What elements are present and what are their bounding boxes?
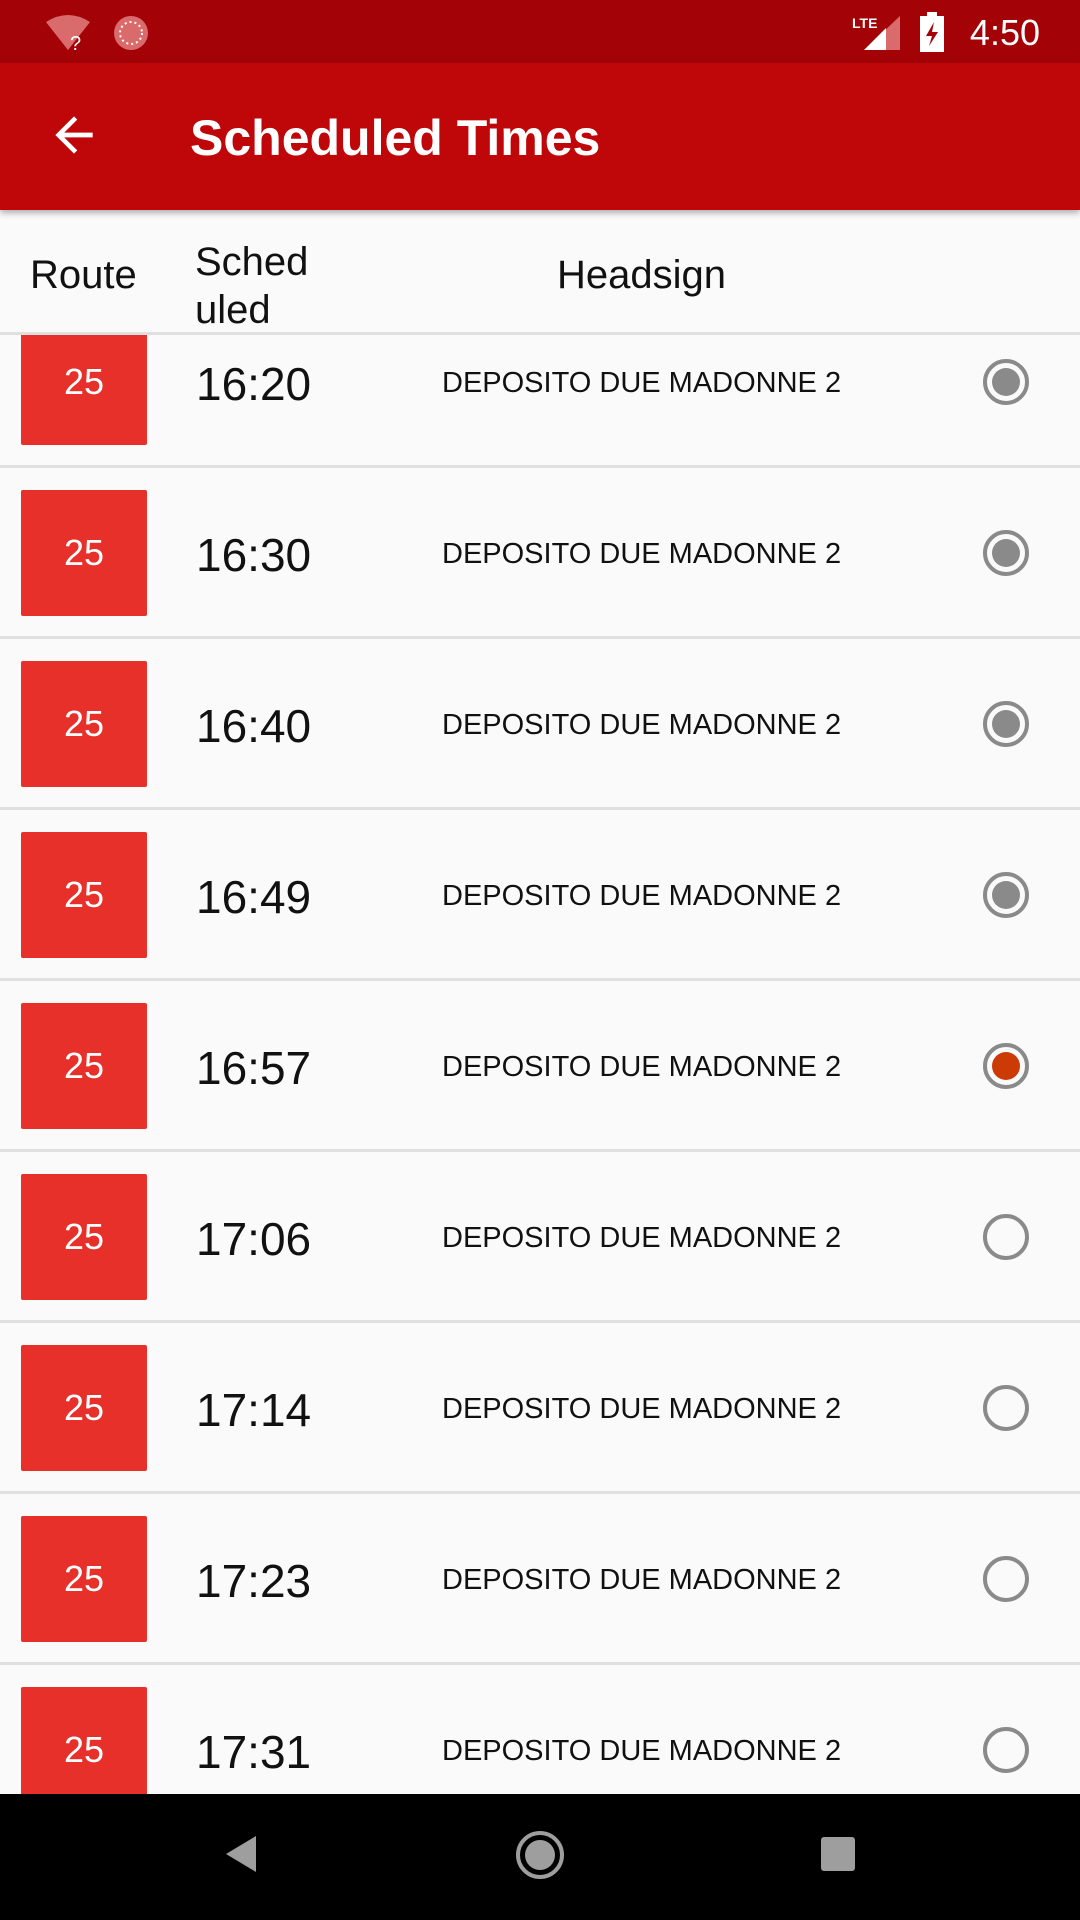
sync-icon <box>114 16 148 50</box>
status-bar: ? LTE 4:50 <box>0 0 1080 63</box>
table-row[interactable]: 25 17:31 DEPOSITO DUE MADONNE 2 <box>0 1665 1080 1794</box>
status-radio[interactable] <box>983 1214 1029 1260</box>
headsign: DEPOSITO DUE MADONNE 2 <box>442 1735 842 1767</box>
table-row[interactable]: 25 17:14 DEPOSITO DUE MADONNE 2 <box>0 1323 1080 1494</box>
scheduled-time: 17:31 <box>196 1726 312 1778</box>
status-dot <box>992 881 1020 909</box>
route-badge: 25 <box>21 832 147 958</box>
scheduled-time: 17:14 <box>196 1384 312 1436</box>
status-radio[interactable] <box>983 701 1029 747</box>
recents-nav-icon[interactable] <box>821 1837 855 1871</box>
route-badge: 25 <box>21 335 147 445</box>
scheduled-time: 16:20 <box>196 358 312 410</box>
home-nav-icon[interactable] <box>515 1830 565 1880</box>
route-badge: 25 <box>21 1174 147 1300</box>
status-dot <box>992 1052 1020 1080</box>
arrow-back-icon[interactable] <box>46 107 102 163</box>
status-radio[interactable] <box>983 1385 1029 1431</box>
table-row[interactable]: 25 17:23 DEPOSITO DUE MADONNE 2 <box>0 1494 1080 1665</box>
route-badge: 25 <box>21 1516 147 1642</box>
route-badge: 25 <box>21 1687 147 1794</box>
svg-text:?: ? <box>70 33 81 52</box>
table-row[interactable]: 25 16:57 DEPOSITO DUE MADONNE 2 <box>0 981 1080 1152</box>
headsign: DEPOSITO DUE MADONNE 2 <box>442 367 842 399</box>
app-bar: Scheduled Times <box>0 63 1080 210</box>
schedule-list[interactable]: 25 16:20 DEPOSITO DUE MADONNE 2 25 16:30… <box>0 335 1080 1794</box>
lte-signal-icon: LTE <box>852 15 900 50</box>
navigation-bar <box>0 1794 1080 1920</box>
headsign: DEPOSITO DUE MADONNE 2 <box>442 1051 842 1083</box>
table-row[interactable]: 25 17:06 DEPOSITO DUE MADONNE 2 <box>0 1152 1080 1323</box>
scheduled-time: 17:23 <box>196 1555 312 1607</box>
back-nav-icon[interactable] <box>224 1834 258 1874</box>
status-radio[interactable] <box>983 872 1029 918</box>
status-dot <box>992 710 1020 738</box>
battery-charging-icon <box>920 12 944 52</box>
header-scheduled-line2: uled <box>195 288 271 324</box>
route-badge: 25 <box>21 1345 147 1471</box>
header-headsign: Headsign <box>557 253 727 297</box>
route-badge: 25 <box>21 1003 147 1129</box>
table-row[interactable]: 25 16:40 DEPOSITO DUE MADONNE 2 <box>0 639 1080 810</box>
scheduled-time: 16:40 <box>196 700 312 752</box>
table-header: Route Sched uled Headsign <box>0 210 1080 335</box>
route-badge: 25 <box>21 490 147 616</box>
header-scheduled: Sched uled <box>195 238 308 324</box>
status-radio[interactable] <box>983 1727 1029 1773</box>
table-row[interactable]: 25 16:49 DEPOSITO DUE MADONNE 2 <box>0 810 1080 981</box>
svg-text:LTE: LTE <box>852 15 877 31</box>
status-radio[interactable] <box>983 1043 1029 1089</box>
status-radio[interactable] <box>983 1556 1029 1602</box>
headsign: DEPOSITO DUE MADONNE 2 <box>442 1222 842 1254</box>
wifi-unknown-icon: ? <box>46 15 90 52</box>
scheduled-time: 16:57 <box>196 1042 312 1094</box>
clock: 4:50 <box>969 12 1040 53</box>
header-route: Route <box>30 253 137 297</box>
status-radio[interactable] <box>983 530 1029 576</box>
status-dot <box>992 539 1020 567</box>
scheduled-time: 16:30 <box>196 529 312 581</box>
status-dot <box>992 368 1020 396</box>
table-row[interactable]: 25 16:20 DEPOSITO DUE MADONNE 2 <box>0 335 1080 468</box>
table-row[interactable]: 25 16:30 DEPOSITO DUE MADONNE 2 <box>0 468 1080 639</box>
status-radio[interactable] <box>983 359 1029 405</box>
scheduled-time: 16:49 <box>196 871 312 923</box>
headsign: DEPOSITO DUE MADONNE 2 <box>442 538 842 570</box>
scheduled-time: 17:06 <box>196 1213 312 1265</box>
headsign: DEPOSITO DUE MADONNE 2 <box>442 1564 842 1596</box>
page-title: Scheduled Times <box>190 110 601 166</box>
header-scheduled-line1: Sched <box>195 240 309 284</box>
headsign: DEPOSITO DUE MADONNE 2 <box>442 709 842 741</box>
route-badge: 25 <box>21 661 147 787</box>
headsign: DEPOSITO DUE MADONNE 2 <box>442 880 842 912</box>
headsign: DEPOSITO DUE MADONNE 2 <box>442 1393 842 1425</box>
